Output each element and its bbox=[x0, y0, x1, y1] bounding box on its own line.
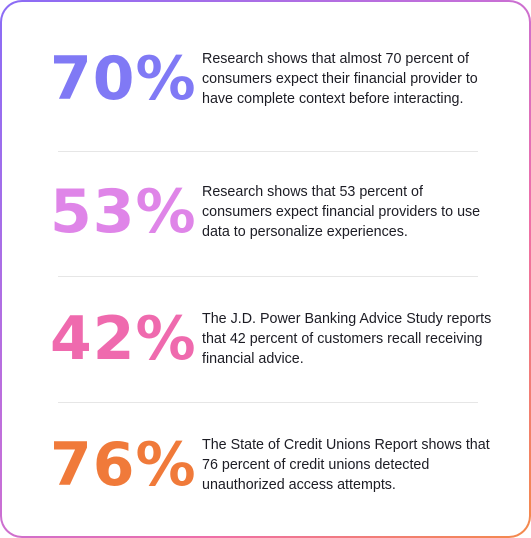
divider bbox=[58, 402, 478, 403]
stat-row-76: 76% The State of Credit Unions Report sh… bbox=[2, 402, 529, 527]
stat-value: 70% bbox=[50, 43, 197, 114]
stat-description: The J.D. Power Banking Advice Study repo… bbox=[202, 310, 492, 367]
divider bbox=[58, 276, 478, 277]
stat-row-42: 42% The J.D. Power Banking Advice Study … bbox=[2, 276, 529, 401]
stat-description: Research shows that almost 70 percent of… bbox=[202, 50, 478, 107]
stat-row-53: 53% Research shows that 53 percent of co… bbox=[2, 149, 529, 274]
stat-description: Research shows that 53 percent of consum… bbox=[202, 183, 481, 240]
stat-value: 76% bbox=[50, 429, 197, 500]
stat-value: 53% bbox=[50, 176, 197, 247]
stat-description: The State of Credit Unions Report shows … bbox=[202, 436, 490, 493]
stat-row-70: 70% Research shows that almost 70 percen… bbox=[2, 16, 529, 141]
stat-value: 42% bbox=[50, 303, 197, 374]
divider bbox=[58, 151, 478, 152]
